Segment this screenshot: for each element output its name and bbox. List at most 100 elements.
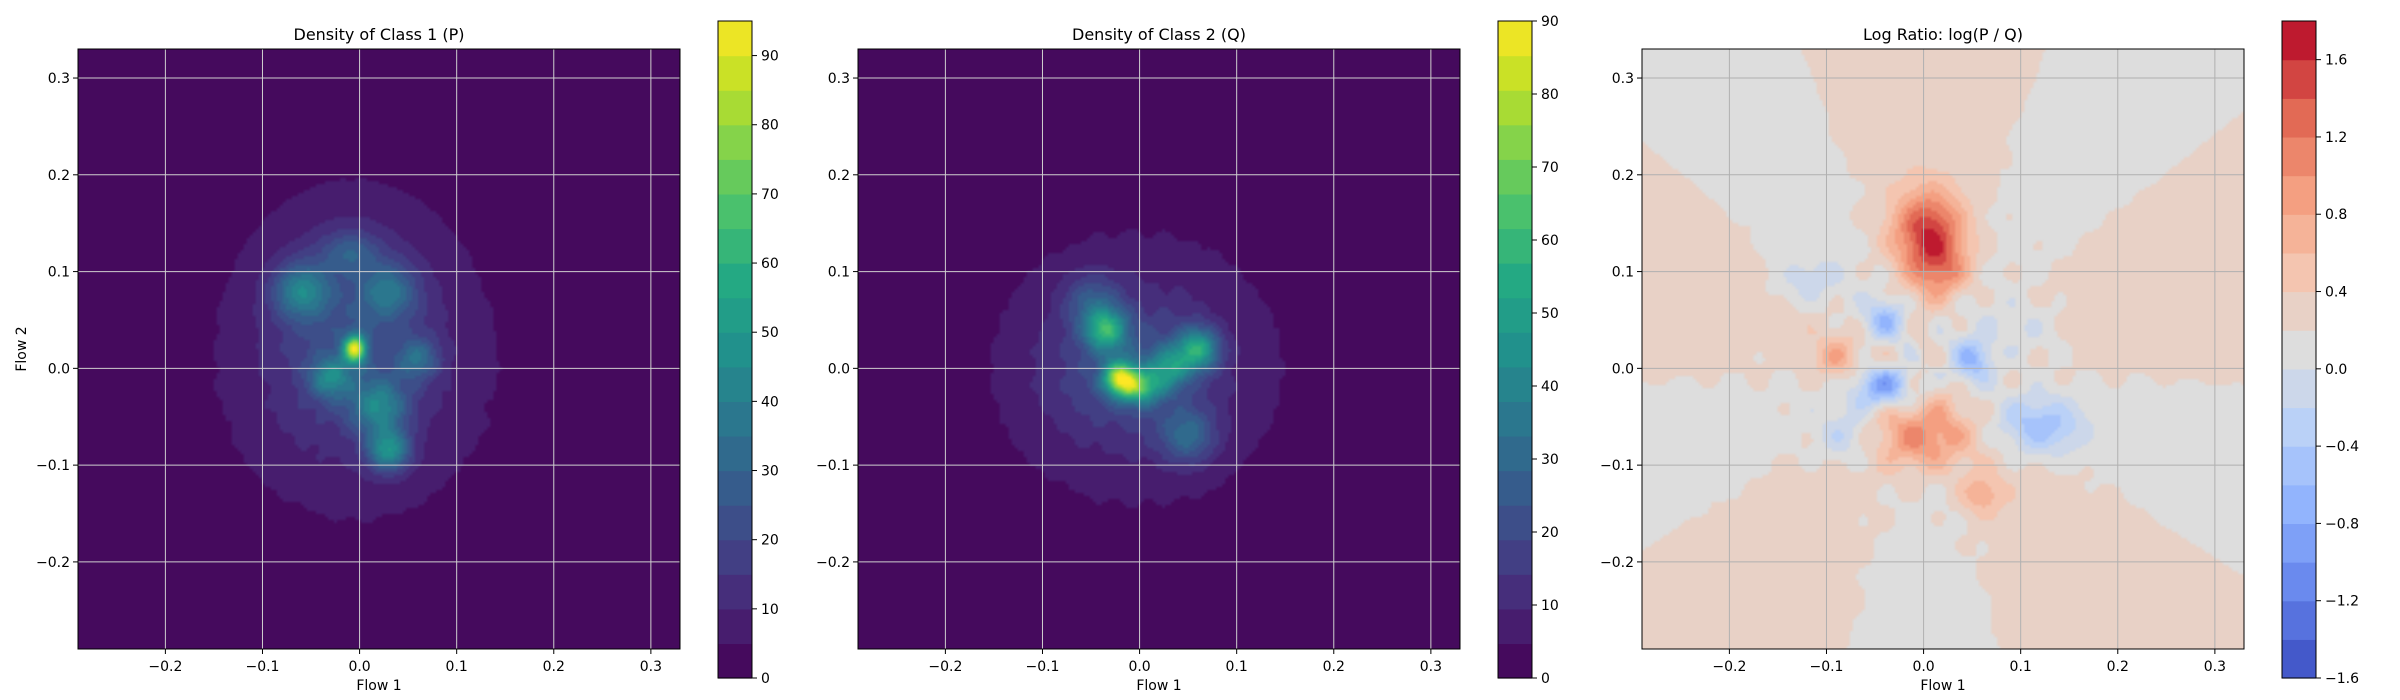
x-tick-label: 0.0 — [1912, 659, 1934, 675]
colorbar-tick-label: 40 — [1541, 379, 1559, 395]
colorbar-band — [718, 90, 752, 126]
x-tick-label: 0.1 — [2010, 659, 2032, 675]
colorbar-band — [1498, 539, 1532, 575]
colorbar-tick-label: 40 — [761, 394, 779, 410]
colorbar-band — [1498, 574, 1532, 610]
colorbar-band — [718, 574, 752, 610]
colorbar-tick-label: −1.2 — [2325, 594, 2359, 610]
colorbar-band — [2282, 446, 2316, 486]
colorbar-band — [2282, 600, 2316, 640]
y-axis-label: Flow 2 — [14, 326, 30, 371]
colorbar-tick-label: 60 — [761, 256, 779, 272]
colorbar-band — [718, 332, 752, 368]
colorbar-tick-label: −0.8 — [2325, 516, 2359, 532]
colorbar-tick-label: 30 — [761, 464, 779, 480]
colorbar-band — [718, 539, 752, 575]
colorbar-tick-label: 20 — [1541, 525, 1559, 541]
x-tick-label: 0.3 — [1420, 659, 1442, 675]
axes-frame — [1641, 48, 2245, 650]
heatmap-image — [1642, 49, 2244, 649]
colorbar: 0 10 20 30 40 50 60 70 80 90 — [1497, 14, 1559, 687]
colorbar: 0 10 20 30 40 50 60 70 80 90 — [717, 20, 779, 687]
y-tick-label: 0.1 — [828, 265, 850, 281]
y-tick-label: −0.1 — [36, 458, 70, 474]
colorbar-band — [2282, 98, 2316, 138]
colorbar-tick-label: 30 — [1541, 452, 1559, 468]
colorbar-band — [1498, 332, 1532, 368]
colorbar-tick-label: 80 — [1541, 87, 1559, 103]
colorbar-band — [2282, 562, 2316, 602]
colorbar-band — [718, 159, 752, 195]
colorbar-band — [2282, 175, 2316, 215]
colorbar-band — [2282, 214, 2316, 254]
colorbar-tick-label: 70 — [1541, 160, 1559, 176]
colorbar-tick-label: 10 — [1541, 598, 1559, 614]
y-tick-label: −0.2 — [36, 555, 70, 571]
colorbar-band — [718, 228, 752, 264]
colorbar-band — [718, 124, 752, 160]
colorbar-tick-label: 50 — [1541, 306, 1559, 322]
colorbar-band — [718, 643, 752, 679]
colorbar-band — [1498, 55, 1532, 91]
x-tick-label: −0.1 — [1025, 659, 1059, 675]
chart-title: Density of Class 2 (Q) — [1072, 25, 1246, 44]
x-tick-label: −0.1 — [245, 659, 279, 675]
x-tick-label: 0.2 — [2107, 659, 2129, 675]
colorbar-band — [718, 608, 752, 645]
colorbar-band — [718, 55, 752, 91]
colorbar-frame — [1497, 20, 1533, 679]
x-axis-label: Flow 1 — [1920, 678, 1965, 694]
chart-title: Log Ratio: log(P / Q) — [1863, 25, 2023, 44]
colorbar-tick-label: 0.4 — [2325, 285, 2347, 301]
x-tick-label: 0.2 — [543, 659, 565, 675]
y-tick-label: 0.0 — [48, 361, 70, 377]
x-tick-label: 0.1 — [446, 659, 468, 675]
x-tick-label: −0.2 — [1712, 659, 1746, 675]
colorbar-band — [1498, 297, 1532, 333]
colorbar-tick-label: 60 — [1541, 233, 1559, 249]
colorbar-band — [2282, 330, 2316, 370]
colorbar: −1.6 −1.2 −0.8 −0.4 0.0 0.4 0.8 1.2 1.6 — [2281, 20, 2359, 687]
colorbar-band — [1498, 608, 1532, 645]
x-tick-label: 0.1 — [1226, 659, 1248, 675]
heatmap-image — [78, 49, 680, 649]
colorbar-band — [718, 263, 752, 299]
x-tick-label: 0.3 — [640, 659, 662, 675]
colorbar-tick-label: 90 — [1541, 14, 1559, 30]
x-tick-label: −0.1 — [1809, 659, 1843, 675]
y-tick-label: −0.2 — [816, 555, 850, 571]
colorbar-tick-label: 20 — [761, 533, 779, 549]
x-axis-label: Flow 1 — [356, 678, 401, 694]
colorbar-band — [718, 470, 752, 506]
y-tick-label: 0.3 — [48, 71, 70, 87]
colorbar-band — [1498, 193, 1532, 230]
colorbar-band — [2282, 523, 2316, 563]
y-tick-label: 0.3 — [828, 71, 850, 87]
x-tick-label: −0.2 — [928, 659, 962, 675]
colorbar-band — [718, 366, 752, 402]
y-tick-label: 0.0 — [1612, 361, 1634, 377]
colorbar-frame — [2281, 20, 2317, 679]
colorbar-band — [1498, 90, 1532, 126]
colorbar-band — [1498, 228, 1532, 264]
colorbar-tick-label: −1.6 — [2325, 671, 2359, 687]
colorbar-tick-label: −0.4 — [2325, 439, 2359, 455]
y-tick-label: 0.2 — [1612, 168, 1634, 184]
y-tick-label: −0.2 — [1600, 555, 1634, 571]
colorbar-band — [1498, 159, 1532, 195]
colorbar-band — [1498, 366, 1532, 402]
colorbar-tick-label: 10 — [761, 602, 779, 618]
colorbar-tick-label: 0 — [761, 671, 770, 687]
y-tick-label: 0.0 — [828, 361, 850, 377]
colorbar-tick-label: 0.8 — [2325, 207, 2347, 223]
colorbar-band — [1498, 643, 1532, 679]
colorbar-band — [2282, 407, 2316, 447]
heatmap-image — [858, 49, 1460, 649]
colorbar-tick-label: 0.0 — [2325, 362, 2347, 378]
x-tick-label: −0.2 — [148, 659, 182, 675]
colorbar-band — [2282, 136, 2316, 177]
y-tick-label: −0.1 — [816, 458, 850, 474]
x-tick-label: 0.3 — [2204, 659, 2226, 675]
colorbar-frame — [717, 20, 753, 679]
colorbar-tick-label: 0 — [1541, 671, 1550, 687]
